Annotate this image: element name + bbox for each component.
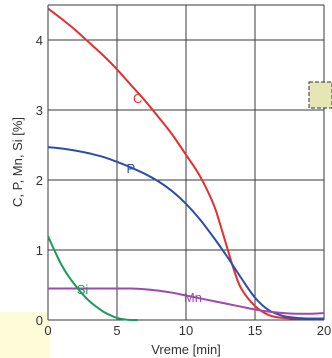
series-line-c — [47, 7, 324, 320]
y-tick-label: 3 — [36, 103, 43, 118]
x-tick-label: 5 — [113, 323, 120, 338]
x-tick-label: 0 — [44, 323, 51, 338]
y-tick-label: 0 — [36, 313, 43, 328]
overlay-box — [308, 81, 332, 109]
series-label-si: Si — [77, 282, 89, 297]
x-tick-label: 10 — [179, 323, 193, 338]
series-lines — [47, 7, 325, 322]
series-labels: C P Mn Si — [77, 91, 202, 305]
y-axis-title: C, P, Mn, Si [%] — [10, 117, 25, 207]
y-tick-label: 1 — [36, 243, 43, 258]
series-line-mn — [48, 287, 325, 315]
series-label-mn: Mn — [184, 290, 202, 305]
x-tick-label: 15 — [248, 323, 262, 338]
x-tick-labels: 0 5 10 15 20 — [44, 323, 331, 338]
x-axis-title: Vreme [min] — [151, 342, 221, 357]
y-tick-label: 4 — [36, 33, 43, 48]
side-highlight — [0, 312, 50, 358]
grid — [47, 4, 325, 321]
series-label-p: P — [126, 161, 135, 176]
x-tick-label: 20 — [317, 323, 331, 338]
y-tick-label: 2 — [36, 173, 43, 188]
y-tick-labels: 0 1 2 3 4 — [36, 33, 43, 328]
series-label-c: C — [133, 91, 142, 106]
series-line-si — [47, 235, 138, 322]
series-line-p — [47, 146, 325, 320]
